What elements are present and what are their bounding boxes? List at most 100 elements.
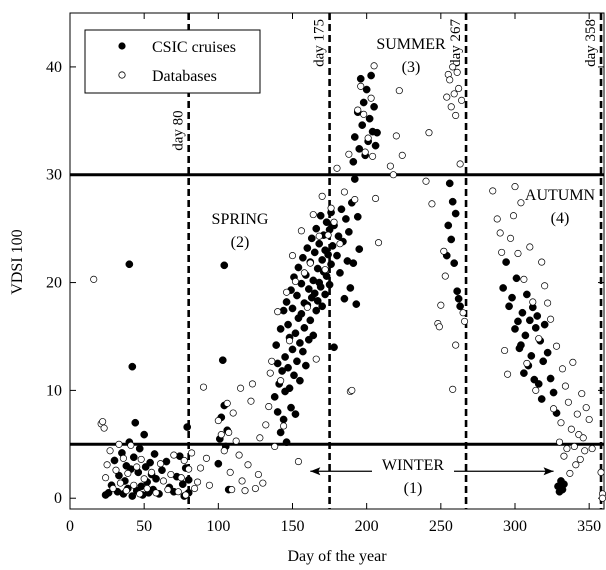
point-database (372, 194, 380, 203)
vertical-line-label: day 80 (171, 110, 187, 150)
point-csic-cruise (303, 244, 312, 252)
point-database (112, 466, 120, 474)
point-database (569, 358, 577, 366)
point-csic-cruise (370, 102, 378, 111)
point-database (182, 491, 190, 499)
point-csic-cruise (128, 362, 137, 371)
point-database (581, 447, 589, 455)
point-csic-cruise (517, 341, 525, 349)
point-database (177, 474, 185, 482)
point-csic-cruise (297, 309, 306, 318)
point-database (459, 309, 467, 317)
point-database (351, 195, 359, 204)
point-database (217, 431, 225, 439)
winter-label-background (372, 455, 454, 475)
point-csic-cruise (299, 347, 307, 356)
point-csic-cruise (218, 356, 227, 365)
x-axis-label: Day of the year (287, 548, 387, 565)
point-csic-cruise (307, 234, 316, 243)
point-database (312, 355, 320, 363)
point-csic-cruise (281, 353, 289, 361)
x-tick-label: 0 (66, 518, 74, 535)
point-database (194, 478, 202, 486)
point-database (567, 425, 575, 433)
point-database (437, 301, 445, 309)
point-database (318, 192, 326, 200)
point-csic-cruise (184, 476, 193, 484)
y-tick-label: 30 (46, 167, 62, 184)
point-csic-cruise (543, 348, 552, 357)
point-database (389, 171, 397, 179)
point-database (449, 63, 457, 71)
point-database (191, 484, 199, 493)
x-tick-label: 300 (503, 518, 527, 535)
point-database (274, 308, 282, 316)
point-database (241, 487, 249, 495)
point-csic-cruise (273, 408, 282, 416)
legend: CSIC cruises Databases (84, 29, 261, 94)
point-csic-cruise (349, 157, 358, 166)
point-csic-cruise (502, 258, 510, 266)
point-database (532, 386, 540, 394)
point-database (564, 398, 572, 406)
point-database (573, 410, 581, 418)
point-csic-cruise (312, 224, 321, 233)
point-csic-cruise (328, 242, 337, 250)
point-database (504, 370, 512, 378)
point-csic-cruise (279, 415, 288, 424)
point-database (422, 177, 430, 185)
point-csic-cruise (300, 324, 309, 332)
point-database (498, 248, 506, 256)
point-csic-cruise (299, 253, 307, 262)
point-csic-cruise (325, 280, 334, 289)
point-database (557, 419, 565, 427)
point-database (99, 418, 107, 426)
point-csic-cruise (220, 261, 229, 270)
point-database (248, 380, 257, 388)
point-csic-cruise (534, 380, 543, 388)
annotation-autumn-number: (4) (551, 210, 570, 227)
point-database (374, 239, 383, 247)
point-csic-cruise (345, 228, 353, 236)
point-database (364, 134, 372, 142)
point-database (229, 409, 237, 417)
point-database (306, 259, 314, 267)
x-tick-label: 200 (355, 518, 379, 535)
y-axis-label: VDSI 100 (9, 229, 26, 294)
point-database (354, 106, 362, 114)
point-database (137, 455, 145, 463)
point-database (440, 247, 448, 255)
point-csic-cruise (521, 331, 530, 340)
point-csic-cruise (150, 450, 159, 458)
point-csic-cruise (330, 343, 338, 352)
point-csic-cruise (353, 212, 362, 221)
point-database (109, 484, 117, 493)
point-database (576, 455, 584, 463)
point-database (455, 84, 463, 93)
point-csic-cruise (287, 403, 295, 412)
point-csic-cruise (336, 269, 344, 277)
point-database (106, 447, 114, 455)
point-database (598, 494, 606, 502)
winter-arrow-left-head (310, 467, 321, 476)
point-csic-cruise (291, 410, 300, 418)
point-csic-cruise (499, 284, 507, 292)
vertical-line-label: day 358 (583, 19, 599, 67)
point-database (441, 272, 449, 280)
point-database (511, 183, 519, 191)
point-csic-cruise (334, 232, 343, 241)
y-tick-label: 20 (46, 275, 62, 292)
point-database (185, 465, 193, 473)
point-database (585, 415, 593, 424)
point-database (259, 479, 267, 487)
point-database (509, 212, 518, 220)
legend-label-databases: Databases (152, 68, 217, 85)
point-csic-cruise (310, 248, 319, 257)
point-csic-cruise (531, 324, 540, 332)
point-csic-cruise (358, 121, 367, 129)
point-database (159, 477, 168, 485)
point-database (425, 129, 433, 137)
point-csic-cruise (110, 456, 119, 465)
point-database (271, 442, 279, 451)
point-database (361, 148, 369, 156)
